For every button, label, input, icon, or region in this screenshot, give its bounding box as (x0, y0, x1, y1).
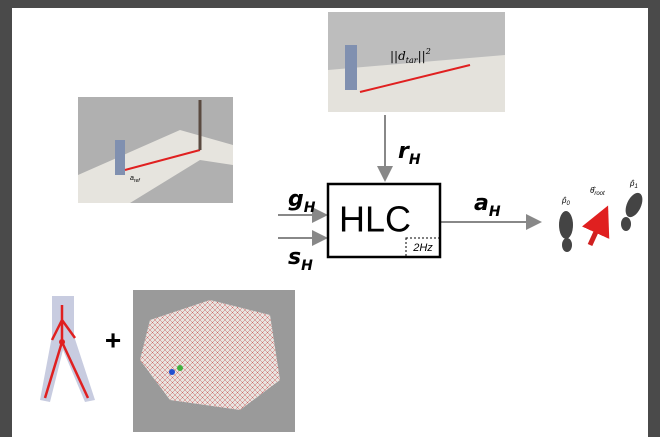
diagram: ||dtar||2 aref rH gH sH aH HLC 2Hz p̂0 θ… (0, 0, 660, 437)
label-part: ref (134, 178, 140, 184)
label-part: H (301, 258, 313, 274)
plus-sign: + (105, 324, 121, 355)
label-part: || (418, 49, 426, 63)
label-part: root (594, 191, 605, 197)
label-part: H (304, 200, 316, 216)
map-image (133, 290, 295, 432)
label-part: g (288, 187, 304, 212)
left-image: aref (78, 97, 233, 203)
page: ||dtar||2 aref rH gH sH aH HLC 2Hz p̂0 θ… (0, 0, 660, 437)
label-part: ||d (390, 49, 406, 63)
label-part: H (409, 152, 421, 168)
label-part: a (474, 191, 489, 216)
label-part: s (288, 245, 301, 270)
top-image: ||dtar||2 (328, 12, 505, 112)
label-part: 2 (425, 47, 431, 56)
hlc-label: HLC (339, 199, 411, 240)
label-part: H (489, 204, 501, 220)
label-part: 1 (634, 184, 637, 190)
rate-label: 2Hz (412, 242, 433, 254)
